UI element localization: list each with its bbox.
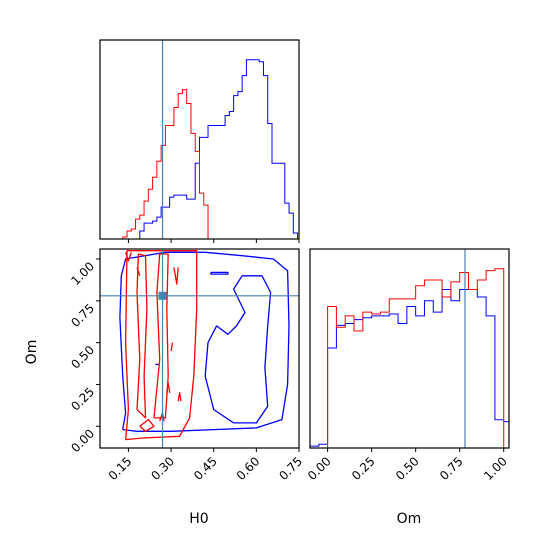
joint-x-axis-label: H0 xyxy=(189,511,208,527)
joint-x-tick-label: 0.75 xyxy=(276,454,305,483)
joint-frame xyxy=(99,248,300,449)
om-hist-x-axis-label: Om xyxy=(397,511,422,527)
om-hist-x-tick-label: 0.00 xyxy=(305,454,334,483)
joint-y-tick-label: 0.25 xyxy=(68,385,97,414)
joint-red-contour xyxy=(166,382,171,393)
joint-red-contour xyxy=(177,392,182,402)
joint-y-tick-label: 0.75 xyxy=(68,301,97,330)
joint-red-contour xyxy=(153,253,169,419)
joint-x-tick-label: 0.15 xyxy=(106,454,135,483)
om-hist-plot-area xyxy=(310,249,509,448)
joint-red-contour xyxy=(139,418,155,432)
joint-y-tick-label: 0.50 xyxy=(68,343,97,372)
joint-x-tick-label: 0.60 xyxy=(234,454,263,483)
joint-red-contour xyxy=(159,412,165,422)
joint-y-tick-label: 0.00 xyxy=(68,426,97,455)
om-hist-x-tick-label: 1.00 xyxy=(481,454,510,483)
joint-red-contour xyxy=(136,267,141,277)
h0-histogram-panel xyxy=(99,39,300,243)
om-hist-blue-series xyxy=(310,288,509,448)
joint-blue-contour xyxy=(119,251,290,432)
joint-red-contour xyxy=(170,342,174,352)
joint-y-tick-label: 1.00 xyxy=(68,259,97,288)
joint-y-axis-label: Om xyxy=(24,340,40,365)
h0-hist-frame xyxy=(99,39,300,240)
h0-hist-blue-series xyxy=(114,59,299,239)
om-hist-x-tick-label: 0.25 xyxy=(349,454,378,483)
joint-red-contour xyxy=(124,252,132,262)
joint-red-contour xyxy=(136,253,148,419)
om-hist-x-tick-label: 0.50 xyxy=(393,454,422,483)
h0-hist-plot-area xyxy=(114,40,299,239)
joint-blue-contour xyxy=(204,275,272,424)
om-hist-x-tick-label: 0.75 xyxy=(437,454,466,483)
om-hist-red-series xyxy=(327,268,505,448)
joint-truth-marker xyxy=(158,291,167,300)
h0-hist-red-series xyxy=(122,89,209,239)
joint-blue-contour xyxy=(210,271,229,275)
joint-x-tick-label: 0.30 xyxy=(148,454,177,483)
om-histogram-panel: 0.00 0.25 0.50 0.75 1.00 xyxy=(305,248,510,483)
joint-contour-panel: 0.15 0.30 0.45 0.60 0.75 0.00 0.25 0.50 0.75 1.00 xyxy=(68,248,305,483)
om-hist-frame xyxy=(309,248,510,449)
joint-red-contour xyxy=(124,250,198,441)
joint-x-tick-label: 0.45 xyxy=(191,454,220,483)
joint-red-contour xyxy=(173,267,179,285)
joint-plot-area xyxy=(100,249,299,448)
